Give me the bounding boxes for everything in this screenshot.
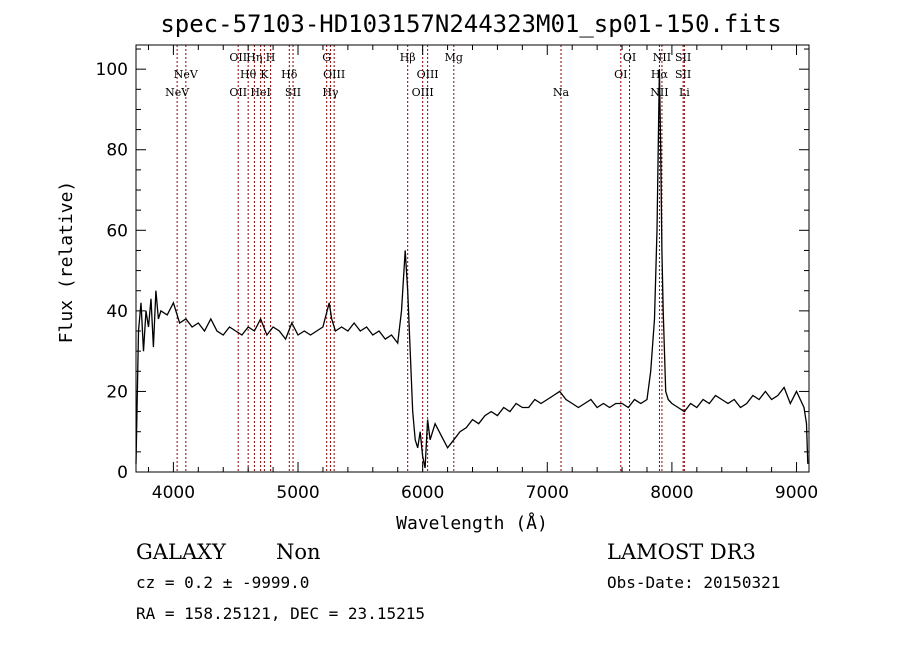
chart-title: spec-57103-HD103157N244323M01_sp01-150.f… [160,10,781,38]
line-marker-label: SII [285,86,301,99]
line-marker-label: NeV [165,86,190,99]
line-marker-label: SII [675,51,691,64]
line-marker-label: OIII [417,68,439,81]
line-marker-label: Hγ [322,86,339,99]
line-marker-label: OIII [412,86,434,99]
line-marker-label: OII [229,51,247,64]
line-marker-label: OIII [323,68,345,81]
line-marker-label: Hβ [400,51,416,64]
spectrum-line [135,69,809,469]
line-marker-label: NII [653,51,671,64]
emission-line-labels: NeVNeVOIIOIIHθHηHeIKHHδSIIGHγOIIIHβOIIIO… [165,51,691,99]
line-marker-label: OI [614,68,627,81]
line-marker-label: Hθ [240,68,257,81]
x-tick-label: 7000 [526,483,569,503]
x-tick-label: 4000 [152,483,195,503]
line-marker-label: H [266,51,276,64]
y-axis-label: Flux (relative) [56,181,77,344]
obs-date-text: Obs-Date: 20150321 [607,573,780,592]
line-marker-label: Li [679,86,690,99]
y-axis-ticks: 0 20 40 60 80 100 [96,48,809,483]
x-tick-label: 8000 [650,483,693,503]
line-marker-label: Hδ [281,68,298,81]
line-marker-label: Na [553,86,570,99]
x-tick-label: 6000 [401,483,444,503]
y-tick-label: 20 [106,382,128,402]
line-marker-label: HeI [250,86,270,99]
line-marker-label: OII [229,86,247,99]
y-tick-label: 80 [106,141,128,161]
plot-frame [135,44,810,473]
radec-text: RA = 158.25121, DEC = 23.15215 [136,604,425,623]
survey-label: LAMOST DR3 [607,540,756,564]
line-marker-label: NeV [174,68,199,81]
line-marker-label: SII [675,68,691,81]
line-marker-label: Hη [246,51,262,64]
object-subclass: Non [276,540,321,564]
y-tick-label: 60 [106,221,128,241]
x-axis-label: Wavelength (Å) [396,512,548,534]
object-class: GALAXY [136,540,227,564]
x-axis-ticks: 4000 5000 6000 7000 8000 9000 [147,45,818,503]
line-marker-label: OI [623,51,636,64]
line-marker-label: K [260,68,269,81]
y-tick-label: 100 [96,60,128,80]
x-tick-label: 9000 [775,483,818,503]
redshift-text: cz = 0.2 ± -9999.0 [136,573,309,592]
y-tick-label: 40 [106,302,128,322]
x-tick-label: 5000 [276,483,319,503]
line-marker-label: G [322,51,331,64]
line-marker-label: Mg [445,51,463,64]
emission-line-markers [176,45,685,472]
y-tick-label: 0 [117,463,128,483]
